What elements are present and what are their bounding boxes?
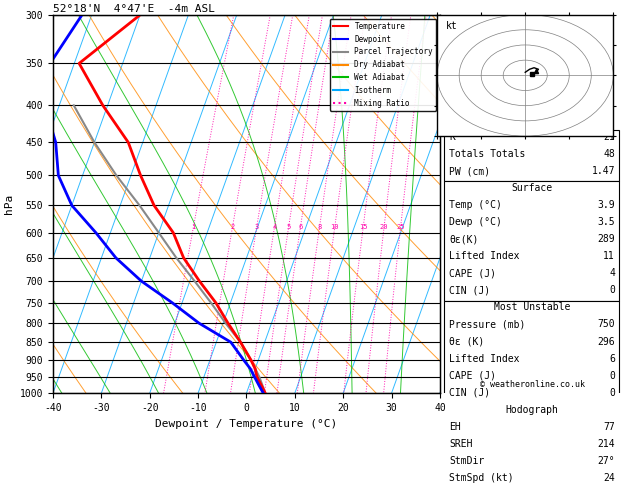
Text: 15: 15 — [359, 225, 367, 230]
Text: Surface: Surface — [511, 183, 553, 193]
Text: Dewp (°C): Dewp (°C) — [449, 217, 502, 227]
Text: CAPE (J): CAPE (J) — [449, 370, 496, 381]
Text: θε (K): θε (K) — [449, 336, 484, 347]
Text: 77: 77 — [603, 422, 615, 432]
Text: 24: 24 — [603, 473, 615, 483]
Text: θε(K): θε(K) — [449, 234, 479, 244]
Text: 6: 6 — [444, 152, 450, 162]
Text: 214: 214 — [598, 439, 615, 449]
Text: 296: 296 — [598, 336, 615, 347]
Text: LCL: LCL — [444, 383, 462, 393]
Text: 3: 3 — [255, 225, 259, 230]
Text: 6: 6 — [298, 225, 303, 230]
FancyBboxPatch shape — [443, 403, 618, 486]
Text: 4: 4 — [444, 236, 450, 246]
Text: 23.04.2024 12GMT (Base: 06): 23.04.2024 12GMT (Base: 06) — [453, 20, 611, 31]
Text: Pressure (mb): Pressure (mb) — [449, 319, 525, 330]
FancyBboxPatch shape — [443, 300, 618, 403]
Text: 1: 1 — [191, 225, 196, 230]
Text: Most Unstable: Most Unstable — [494, 302, 571, 312]
Text: 289: 289 — [598, 234, 615, 244]
Text: CIN (J): CIN (J) — [449, 285, 490, 295]
Text: 21: 21 — [603, 132, 615, 142]
Text: 8: 8 — [318, 225, 321, 230]
Text: 25: 25 — [396, 225, 405, 230]
Text: 1.47: 1.47 — [591, 166, 615, 176]
Text: K: K — [449, 132, 455, 142]
Text: 3.9: 3.9 — [598, 200, 615, 210]
Text: Totals Totals: Totals Totals — [449, 149, 525, 159]
Text: Lifted Index: Lifted Index — [449, 353, 520, 364]
Text: 10: 10 — [330, 225, 339, 230]
Text: Mixing Ratio (g/kg): Mixing Ratio (g/kg) — [482, 148, 491, 260]
Text: 52°18'N  4°47'E  -4m ASL: 52°18'N 4°47'E -4m ASL — [53, 4, 215, 14]
Text: 1: 1 — [444, 354, 450, 364]
Text: 11: 11 — [603, 251, 615, 261]
Text: EH: EH — [449, 422, 461, 432]
Text: © weatheronline.co.uk: © weatheronline.co.uk — [479, 381, 584, 389]
Text: km
ASL: km ASL — [444, 15, 462, 36]
FancyBboxPatch shape — [443, 181, 618, 300]
Text: 6: 6 — [609, 353, 615, 364]
Text: 7: 7 — [444, 109, 450, 119]
Text: 4: 4 — [609, 268, 615, 278]
Text: 0: 0 — [609, 387, 615, 398]
Text: 3: 3 — [444, 276, 450, 286]
Text: Hodograph: Hodograph — [506, 405, 559, 415]
Text: CAPE (J): CAPE (J) — [449, 268, 496, 278]
Text: Temp (°C): Temp (°C) — [449, 200, 502, 210]
FancyBboxPatch shape — [443, 130, 618, 181]
Text: 0: 0 — [609, 370, 615, 381]
Legend: Temperature, Dewpoint, Parcel Trajectory, Dry Adiabat, Wet Adiabat, Isotherm, Mi: Temperature, Dewpoint, Parcel Trajectory… — [330, 19, 436, 111]
Text: Lifted Index: Lifted Index — [449, 251, 520, 261]
Y-axis label: hPa: hPa — [4, 194, 14, 214]
Text: SREH: SREH — [449, 439, 472, 449]
Text: StmSpd (kt): StmSpd (kt) — [449, 473, 514, 483]
Text: 0: 0 — [609, 285, 615, 295]
Text: StmDir: StmDir — [449, 456, 484, 466]
Text: 2: 2 — [444, 316, 450, 326]
Text: 3.5: 3.5 — [598, 217, 615, 227]
Text: 27°: 27° — [598, 456, 615, 466]
Text: 750: 750 — [598, 319, 615, 330]
Text: PW (cm): PW (cm) — [449, 166, 490, 176]
Text: 20: 20 — [380, 225, 388, 230]
Text: CIN (J): CIN (J) — [449, 387, 490, 398]
Text: kt: kt — [446, 21, 458, 31]
Text: 5: 5 — [286, 225, 291, 230]
Text: 5: 5 — [444, 194, 450, 205]
Text: 4: 4 — [272, 225, 277, 230]
Text: 2: 2 — [230, 225, 235, 230]
X-axis label: Dewpoint / Temperature (°C): Dewpoint / Temperature (°C) — [155, 418, 338, 429]
Text: 48: 48 — [603, 149, 615, 159]
